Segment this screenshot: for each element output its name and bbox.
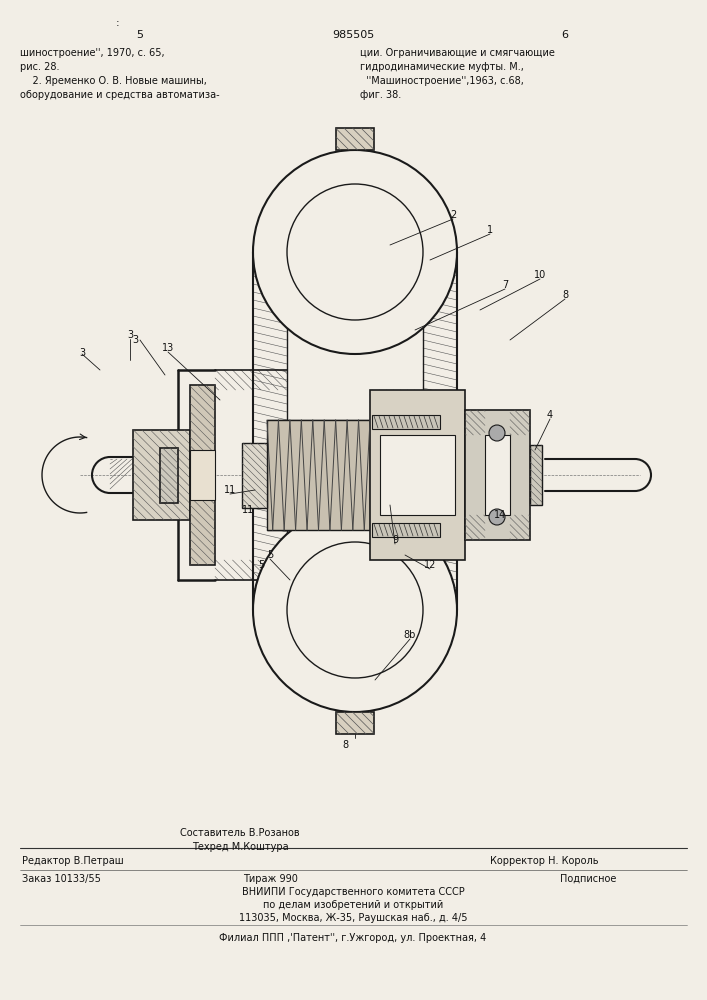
Bar — [530, 445, 542, 505]
Text: Корректор Н. Король: Корректор Н. Король — [490, 856, 599, 866]
Text: по делам изобретений и открытий: по делам изобретений и открытий — [263, 900, 443, 910]
Text: гидродинамические муфты. М.,: гидродинамические муфты. М., — [360, 62, 524, 72]
Bar — [336, 128, 374, 150]
Bar — [372, 523, 440, 537]
Bar — [190, 385, 215, 565]
Text: :: : — [116, 18, 119, 28]
Text: 8: 8 — [342, 740, 348, 750]
Text: фиг. 38.: фиг. 38. — [360, 90, 402, 100]
Bar — [242, 443, 267, 508]
Text: ции. Ограничивающие и смягчающие: ции. Ограничивающие и смягчающие — [360, 48, 555, 58]
Text: 13: 13 — [162, 343, 174, 353]
Text: 11: 11 — [224, 485, 236, 495]
Text: 4: 4 — [547, 410, 553, 420]
Bar — [160, 448, 178, 503]
Bar — [160, 448, 178, 503]
Text: 11: 11 — [242, 505, 255, 515]
Text: 14: 14 — [494, 510, 506, 520]
Bar — [336, 128, 374, 150]
Text: 6: 6 — [561, 30, 568, 40]
Text: Заказ 10133/55: Заказ 10133/55 — [22, 874, 101, 884]
Text: 10: 10 — [534, 270, 546, 280]
Bar — [510, 410, 530, 435]
Bar — [133, 430, 190, 520]
Text: 5: 5 — [136, 30, 144, 40]
Text: Техред М.Коштура: Техред М.Коштура — [192, 842, 288, 852]
Bar — [242, 443, 267, 508]
Bar — [215, 370, 287, 390]
Text: 3: 3 — [132, 335, 138, 345]
Bar — [336, 712, 374, 734]
Bar — [267, 420, 370, 530]
Text: рис. 28.: рис. 28. — [20, 62, 59, 72]
Text: 3: 3 — [127, 330, 133, 340]
Bar — [530, 445, 542, 505]
Text: 7: 7 — [502, 280, 508, 290]
Bar — [370, 540, 465, 560]
Text: 2: 2 — [450, 210, 456, 220]
Circle shape — [489, 509, 505, 525]
Bar — [465, 410, 485, 435]
Bar — [190, 450, 215, 500]
Text: 113035, Москва, Ж-35, Раушская наб., д. 4/5: 113035, Москва, Ж-35, Раушская наб., д. … — [239, 913, 467, 923]
Text: Филиал ППП ,'Патент'', г.Ужгород, ул. Проектная, 4: Филиал ППП ,'Патент'', г.Ужгород, ул. Пр… — [219, 933, 486, 943]
Text: 3: 3 — [79, 348, 85, 358]
Text: ''Машиностроение'',1963, с.68,: ''Машиностроение'',1963, с.68, — [360, 76, 524, 86]
Text: 8b: 8b — [404, 630, 416, 640]
Text: Тираж 990: Тираж 990 — [243, 874, 298, 884]
Circle shape — [489, 425, 505, 441]
Circle shape — [287, 184, 423, 320]
Text: 12: 12 — [423, 560, 436, 570]
Text: Подписное: Подписное — [560, 874, 617, 884]
Text: 9: 9 — [392, 535, 398, 545]
Bar — [370, 390, 465, 560]
Text: 985505: 985505 — [332, 30, 374, 40]
Bar — [133, 430, 190, 520]
Bar — [336, 712, 374, 734]
Circle shape — [287, 542, 423, 678]
Bar — [465, 515, 485, 540]
Bar — [510, 515, 530, 540]
Text: ВНИИПИ Государственного комитета СССР: ВНИИПИ Государственного комитета СССР — [242, 887, 464, 897]
Bar — [215, 560, 287, 580]
Circle shape — [253, 150, 457, 354]
Text: оборудование и средства автоматиза-: оборудование и средства автоматиза- — [20, 90, 220, 100]
Circle shape — [253, 508, 457, 712]
Bar — [380, 435, 455, 515]
Bar — [370, 390, 465, 410]
Bar — [190, 385, 215, 565]
Text: 8: 8 — [562, 290, 568, 300]
Text: 1: 1 — [487, 225, 493, 235]
Text: Редактор В.Петраш: Редактор В.Петраш — [22, 856, 124, 866]
Text: 5: 5 — [258, 560, 264, 570]
Bar — [465, 410, 530, 540]
Text: 5: 5 — [267, 550, 273, 560]
Text: шиностроение'', 1970, с. 65,: шиностроение'', 1970, с. 65, — [20, 48, 165, 58]
Bar — [485, 435, 510, 515]
Bar — [372, 415, 440, 429]
Text: 2. Яременко О. В. Новые машины,: 2. Яременко О. В. Новые машины, — [20, 76, 207, 86]
Text: Составитель В.Розанов: Составитель В.Розанов — [180, 828, 300, 838]
